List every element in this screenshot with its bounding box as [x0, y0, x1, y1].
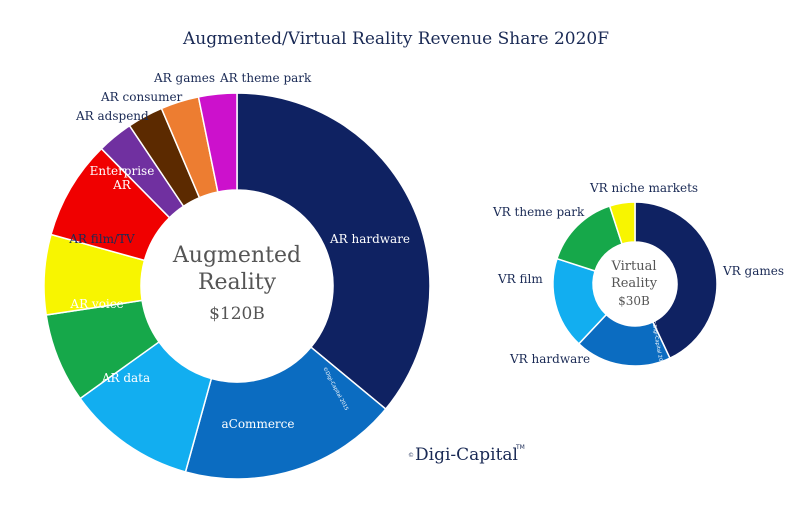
ar-slice-ar-theme-park — [197, 92, 238, 193]
ar-label-film-tv: AR film/TV — [68, 232, 135, 246]
logo-copyright-mark: © — [408, 452, 414, 459]
vr-center-line-2: Reality — [611, 276, 658, 291]
vr-label-games: VR games — [722, 264, 784, 278]
vr-center-total: $30B — [618, 294, 650, 308]
ar-center-total: $120B — [209, 304, 265, 324]
vr-label-theme-park: VR theme park — [492, 205, 585, 219]
logo-text: Digi-Capital — [415, 445, 518, 465]
ar-label-enterprise-1: Enterprise — [90, 164, 155, 178]
ar-label-hardware: AR hardware — [329, 232, 410, 246]
chart-title: Augmented/Virtual Reality Revenue Share … — [182, 29, 609, 49]
ar-slice-acommerce — [184, 346, 387, 480]
ar-label-acommerce: aCommerce — [222, 417, 295, 431]
ar-label-theme-park: AR theme park — [219, 71, 312, 85]
ar-label-games: AR games — [153, 71, 215, 85]
ar-center-line-2: Reality — [198, 270, 277, 295]
vr-label-film: VR film — [497, 272, 543, 286]
vr-center-line-1: Virtual — [610, 259, 656, 274]
vr-slice-vr-games — [634, 201, 718, 360]
vr-label-niche-markets: VR niche markets — [589, 181, 698, 195]
ar-label-consumer: AR consumer — [100, 90, 183, 104]
ar-slice-ar-hardware — [236, 92, 431, 411]
vr-donut-chart — [552, 201, 718, 367]
vr-label-hardware: VR hardware — [509, 352, 590, 366]
digi-capital-logo: © Digi-Capital TM — [408, 444, 525, 465]
ar-label-voice: AR voice — [69, 297, 123, 311]
ar-label-data: AR data — [101, 371, 150, 385]
logo-tm: TM — [515, 444, 525, 451]
ar-label-enterprise-2: AR — [112, 178, 132, 192]
ar-center-line-1: Augmented — [172, 243, 301, 268]
ar-label-adspend: AR adspend — [75, 109, 149, 123]
vr-slice-vr-niche-markets — [608, 201, 636, 246]
ar-donut-chart — [43, 92, 431, 480]
